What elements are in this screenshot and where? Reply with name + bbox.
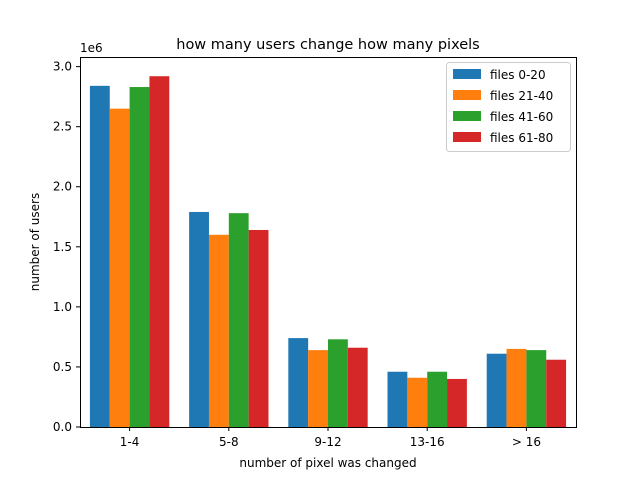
y-axis-ticks: 0.0 0.5 1.0 1.5 2.0 2.5 3.0 [53,60,80,434]
y-tick-label: 2.5 [53,120,72,134]
x-tick-label: 1-4 [120,435,140,449]
x-axis-ticks: 1-4 5-8 9-12 13-16 > 16 [120,427,541,449]
legend-swatch [453,90,481,100]
bar-2-5 [506,348,527,427]
bar-1-4 [387,371,408,427]
bar-3-5 [526,350,547,427]
y-tick-label: 0.0 [53,420,72,434]
legend-label: files 41-60 [490,110,553,124]
x-axis-label: number of pixel was changed [239,456,416,470]
bar-4-5 [546,359,567,427]
bar-2-3 [308,350,328,427]
bar-4-4 [447,378,467,427]
legend-swatch [453,111,481,121]
plot-frame [80,57,577,428]
x-tick-label: > 16 [512,435,541,449]
bar-3-4 [427,371,448,427]
y-tick-label: 2.0 [53,180,72,194]
legend: files 0-20 files 21-40 files 41-60 files 61… [446,62,571,152]
legend-label: files 61-80 [490,131,553,145]
legend-box [446,62,571,152]
y-axis-label: number of users [28,193,42,291]
x-tick-label: 13-16 [410,435,445,449]
legend-swatch [453,69,481,79]
bar-2-2 [208,234,229,427]
bar-2-1 [109,108,130,427]
y-tick-label: 3.0 [53,60,72,74]
x-tick-label: 5-8 [219,435,239,449]
bar-4-1 [149,76,170,428]
bar-2-4 [407,377,428,427]
y-tick-label: 1.5 [53,240,72,254]
y-tick-label: 1.0 [53,300,72,314]
bar-3-3 [328,339,348,427]
bar-4-2 [248,229,269,427]
bar-3-2 [228,213,249,427]
legend-swatch [453,132,481,142]
y-scale-label: 1e6 [80,41,103,55]
bar-1-1 [89,85,110,427]
bar-4-3 [347,347,368,427]
y-tick-label: 0.5 [53,360,72,374]
legend-label: files 0-20 [490,68,546,82]
bar-1-5 [486,353,507,427]
bars-group [89,76,567,428]
bar-1-2 [189,211,209,427]
bar-3-1 [129,87,150,427]
bar-1-3 [288,338,309,427]
x-tick-label: 9-12 [314,435,341,449]
chart-title: how many users change how many pixels [176,37,479,53]
legend-label: files 21-40 [490,89,553,103]
